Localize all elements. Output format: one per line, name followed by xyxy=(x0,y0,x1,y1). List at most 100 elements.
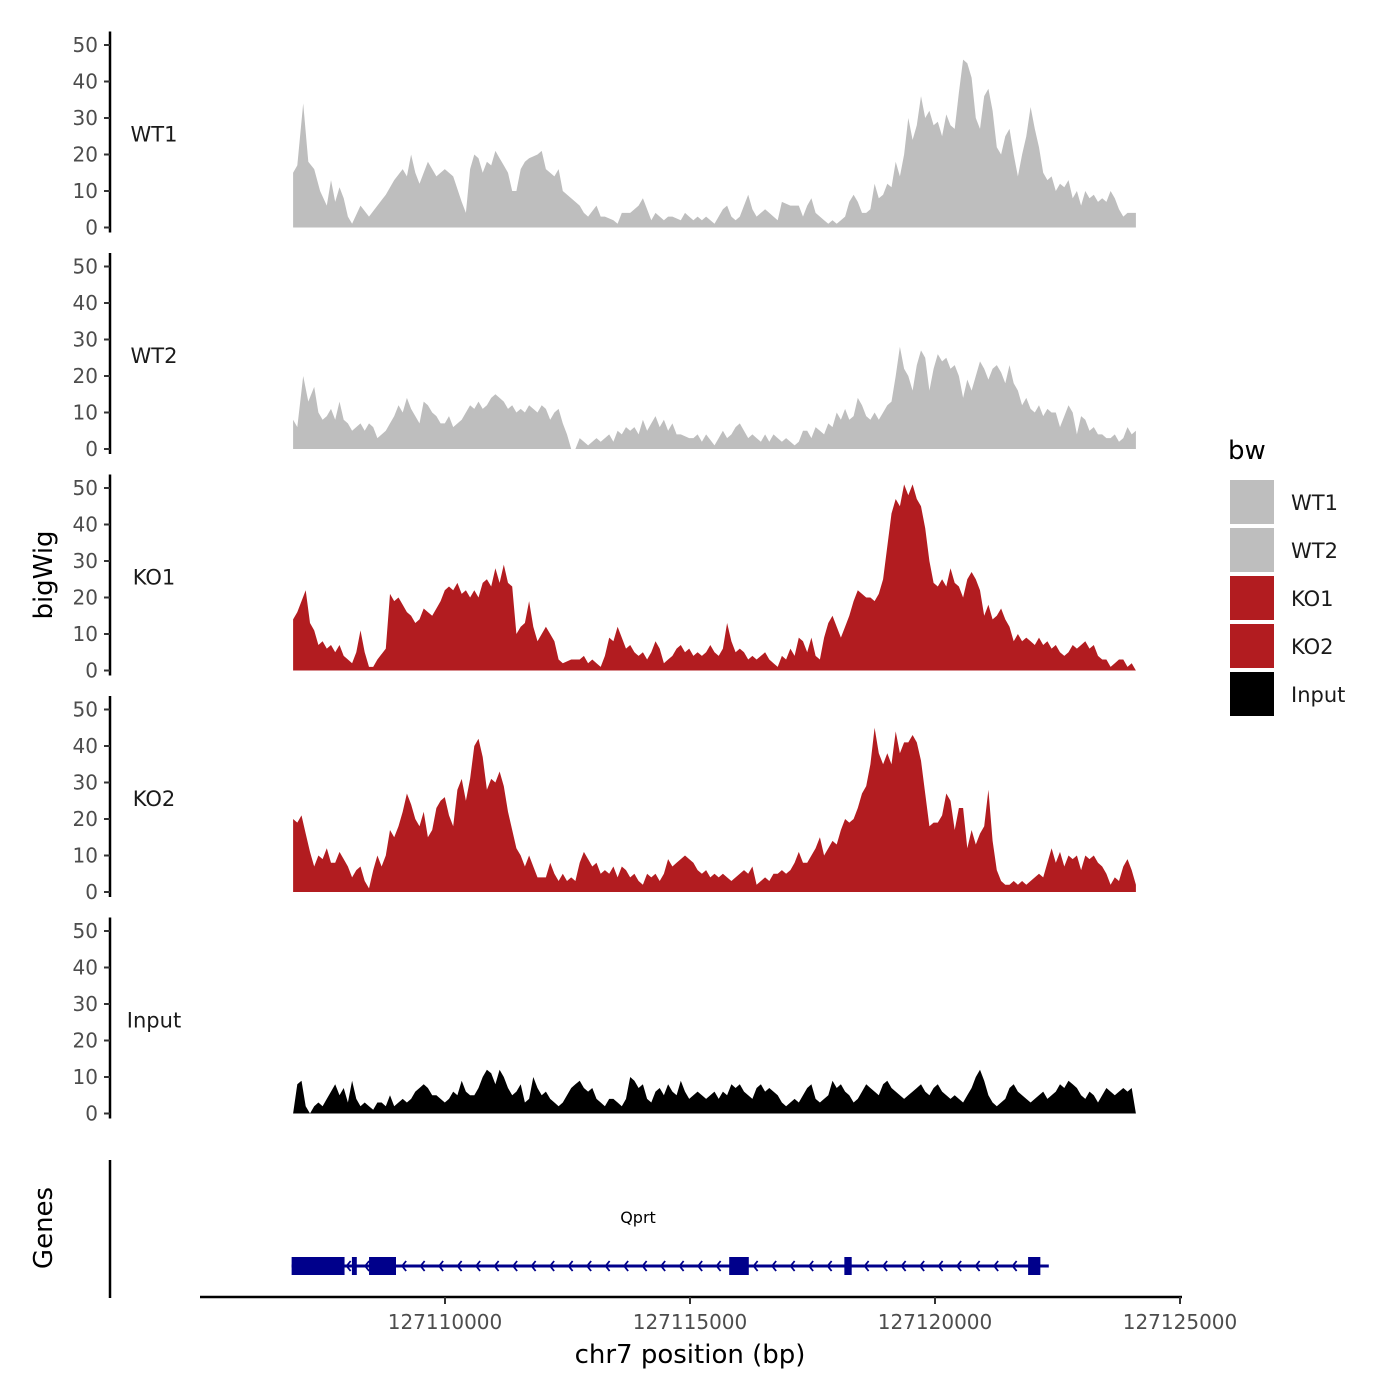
strand-arrow xyxy=(1011,1260,1018,1272)
strand-arrow xyxy=(863,1260,870,1272)
strand-arrow xyxy=(567,1260,574,1272)
gene-exon xyxy=(291,1257,345,1275)
gene-name-label: Qprt xyxy=(620,1208,656,1227)
y-tick-label: 10 xyxy=(73,844,98,868)
strand-arrow xyxy=(955,1260,962,1272)
y-tick-label: 20 xyxy=(73,364,98,388)
strand-arrow xyxy=(511,1260,518,1272)
y-tick-label: 50 xyxy=(73,33,98,57)
legend-swatch-ko1 xyxy=(1230,576,1274,620)
legend-swatch-wt1 xyxy=(1230,480,1274,524)
legend-title: bw xyxy=(1228,436,1266,466)
strand-arrow xyxy=(585,1260,592,1272)
coverage-tracks: 0 10 20 30 40 50 WT1 0 10 20 30 40 50 WT2 0 10 20 30 40 50 K… xyxy=(73,31,1136,1126)
strand-arrow xyxy=(770,1260,777,1272)
legend-label-input: Input xyxy=(1291,683,1345,707)
strand-arrow xyxy=(363,1260,370,1272)
coverage-area-wt2 xyxy=(293,346,1136,449)
track-label: WT1 xyxy=(131,123,178,147)
strand-arrow xyxy=(974,1260,981,1272)
gene-exon xyxy=(351,1257,357,1275)
strand-arrow xyxy=(992,1260,999,1272)
y-tick-label: 50 xyxy=(73,698,98,722)
y-tick-label: 0 xyxy=(85,880,98,904)
y-tick-label: 30 xyxy=(73,549,98,573)
legend-label-ko1: KO1 xyxy=(1291,587,1334,611)
legend-items: WT1 WT2 KO1 KO2 Input xyxy=(1230,480,1345,716)
strand-arrow xyxy=(900,1260,907,1272)
strand-arrow xyxy=(752,1260,759,1272)
y-tick-label: 30 xyxy=(73,328,98,352)
genes-track-title: Genes xyxy=(29,1187,59,1269)
y-tick-label: 30 xyxy=(73,992,98,1016)
track-wt1: 0 10 20 30 40 50 WT1 xyxy=(73,31,1136,240)
y-tick-label: 20 xyxy=(73,143,98,167)
track-label: KO1 xyxy=(133,566,176,590)
y-tick-label: 40 xyxy=(73,70,98,94)
gene-exon xyxy=(1028,1257,1041,1275)
track-label: Input xyxy=(127,1009,181,1033)
gene-exon xyxy=(729,1257,749,1275)
legend: bw WT1 WT2 KO1 KO2 Input xyxy=(1228,436,1345,716)
legend-swatch-input xyxy=(1230,672,1274,716)
strand-arrow xyxy=(678,1260,685,1272)
y-tick-label: 10 xyxy=(73,1065,98,1089)
x-ticks: 127110000 127115000 127120000 127125000 xyxy=(388,1297,1238,1334)
genes-panel: Genes Qprt xyxy=(29,1160,1049,1298)
track-ko1: 0 10 20 30 40 50 KO1 xyxy=(73,474,1136,683)
y-tick-label: 10 xyxy=(73,401,98,425)
strand-arrow xyxy=(715,1260,722,1272)
y-tick-label: 40 xyxy=(73,513,98,537)
y-tick-label: 20 xyxy=(73,1029,98,1053)
coverage-area-input xyxy=(293,1069,1136,1114)
y-tick-label: 40 xyxy=(73,734,98,758)
legend-swatch-wt2 xyxy=(1230,528,1274,572)
track-ko2: 0 10 20 30 40 50 KO2 xyxy=(73,696,1136,904)
strand-arrow xyxy=(400,1260,407,1272)
x-tick-label: 127125000 xyxy=(1123,1310,1238,1334)
track-input: 0 10 20 30 40 50 Input xyxy=(73,917,1136,1126)
gene-exon xyxy=(844,1257,852,1275)
legend-label-wt1: WT1 xyxy=(1291,491,1338,515)
strand-arrow xyxy=(826,1260,833,1272)
strand-arrow xyxy=(937,1260,944,1272)
strand-arrow xyxy=(437,1260,444,1272)
y-tick-label: 30 xyxy=(73,106,98,130)
strand-arrow xyxy=(419,1260,426,1272)
y-tick-label: 0 xyxy=(85,216,98,240)
coverage-area-wt1 xyxy=(293,59,1136,228)
strand-arrow xyxy=(881,1260,888,1272)
track-wt2: 0 10 20 30 40 50 WT2 xyxy=(73,253,1136,461)
y-tick-label: 0 xyxy=(85,1102,98,1126)
coverage-area-ko1 xyxy=(293,484,1136,671)
y-tick-label: 50 xyxy=(73,919,98,943)
x-tick-label: 127110000 xyxy=(388,1310,503,1334)
legend-label-ko2: KO2 xyxy=(1291,635,1334,659)
y-tick-label: 40 xyxy=(73,956,98,980)
y-tick-label: 20 xyxy=(73,586,98,610)
y-tick-label: 50 xyxy=(73,476,98,500)
strand-arrow xyxy=(456,1260,463,1272)
y-tick-label: 50 xyxy=(73,255,98,279)
track-label: KO2 xyxy=(133,787,176,811)
strand-arrow xyxy=(918,1260,925,1272)
strand-arrow xyxy=(530,1260,537,1272)
y-tick-label: 10 xyxy=(73,622,98,646)
y-tick-label: 40 xyxy=(73,291,98,315)
strand-arrow xyxy=(659,1260,666,1272)
y-tick-label: 20 xyxy=(73,807,98,831)
y-tick-label: 0 xyxy=(85,437,98,461)
strand-arrow xyxy=(807,1260,814,1272)
track-label: WT2 xyxy=(131,344,178,368)
strand-arrow xyxy=(696,1260,703,1272)
legend-swatch-ko2 xyxy=(1230,624,1274,668)
strand-arrow xyxy=(604,1260,611,1272)
strand-arrow xyxy=(548,1260,555,1272)
strand-arrow xyxy=(474,1260,481,1272)
legend-label-wt2: WT2 xyxy=(1291,539,1338,563)
gene-exon xyxy=(369,1257,396,1275)
x-axis-title: chr7 position (bp) xyxy=(575,1340,806,1370)
gene-model-qprt xyxy=(291,1257,1049,1275)
strand-arrow xyxy=(789,1260,796,1272)
